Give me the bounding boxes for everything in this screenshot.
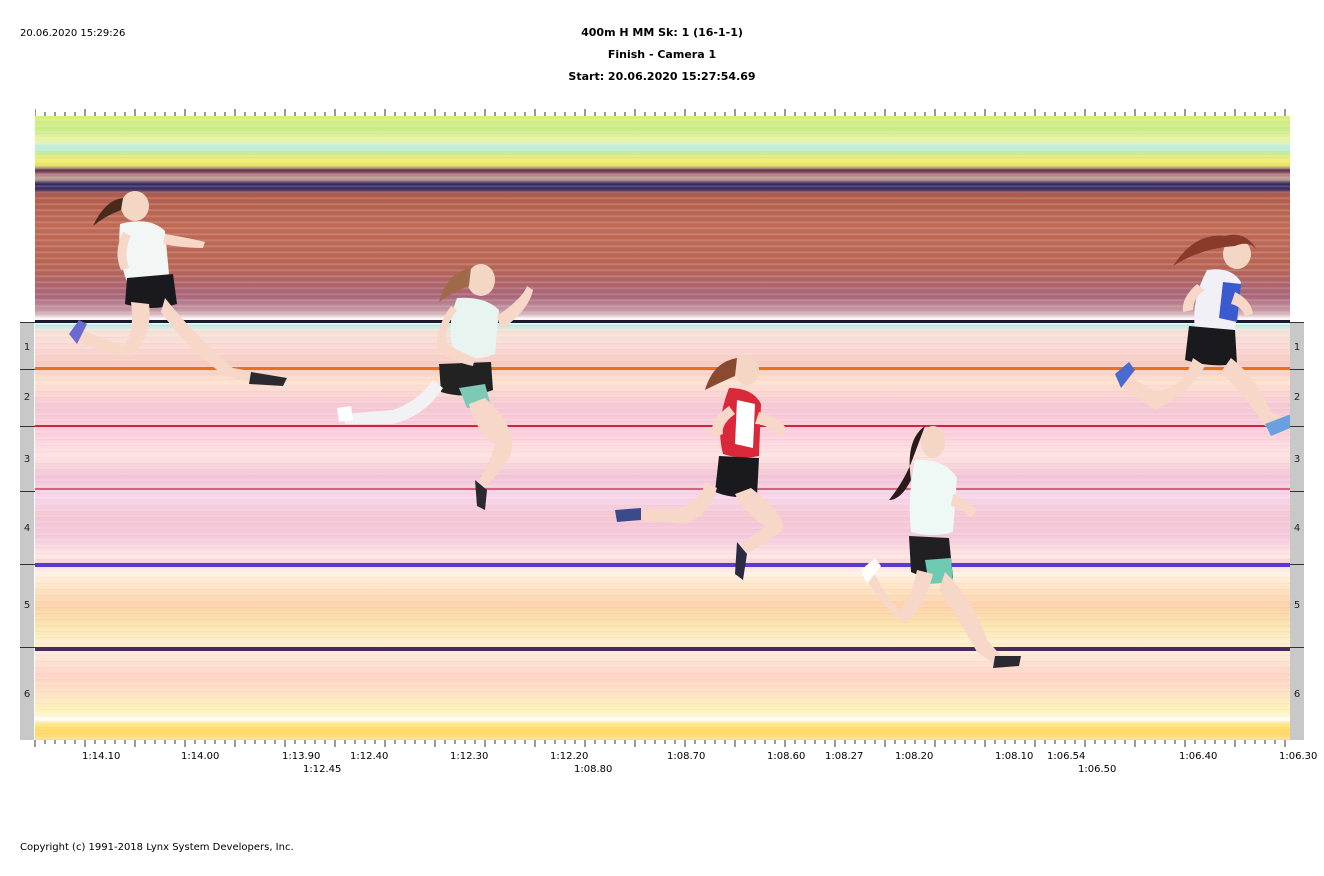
lane-number-right-2: 2 xyxy=(1293,392,1301,403)
lane-divider-1-2-right xyxy=(1290,369,1304,370)
lane-number-right-6: 6 xyxy=(1293,689,1301,700)
lane-line-top xyxy=(35,320,1290,323)
lane-line-4-5 xyxy=(35,563,1290,567)
lane-number-left-6: 6 xyxy=(23,689,31,700)
lane-divider-3-4-right xyxy=(1290,491,1304,492)
lane-divider-5-6-right xyxy=(1290,647,1304,648)
lane-divider-4-5-left xyxy=(20,564,35,565)
lane-divider-2-3-left xyxy=(20,426,35,427)
lane-line-3-4 xyxy=(35,488,1290,490)
photo-finish-image xyxy=(35,116,1290,740)
camera-title: Finish - Camera 1 xyxy=(607,48,717,61)
bottom-time-scale xyxy=(34,740,1286,747)
start-time: Start: 20.06.2020 15:27:54.69 xyxy=(568,70,756,83)
lane-number-right-3: 3 xyxy=(1293,454,1301,465)
copyright-notice: Copyright (c) 1991-2018 Lynx System Deve… xyxy=(20,842,294,853)
lane-number-right-4: 4 xyxy=(1293,523,1301,534)
lane-divider-4-5-right xyxy=(1290,564,1304,565)
lane-line-2-3 xyxy=(35,425,1290,427)
runner-3 xyxy=(615,355,787,580)
lane-number-left-5: 5 xyxy=(23,600,31,611)
lane-number-left-1: 1 xyxy=(23,342,31,353)
runner-5 xyxy=(1115,234,1290,436)
event-title: 400m H MM Sk: 1 (16-1-1) xyxy=(581,26,743,39)
lane-number-right-1: 1 xyxy=(1293,342,1301,353)
runner-4 xyxy=(861,426,1021,668)
top-time-scale xyxy=(35,109,1286,116)
lane-line-1-2 xyxy=(35,367,1290,370)
lane-line-5-6 xyxy=(35,647,1290,651)
capture-timestamp: 20.06.2020 15:29:26 xyxy=(20,28,126,39)
lane-number-left-3: 3 xyxy=(23,454,31,465)
lane-number-left-2: 2 xyxy=(23,392,31,403)
lane-divider-3-4-left xyxy=(20,491,35,492)
lane-number-right-5: 5 xyxy=(1293,600,1301,611)
lane-divider-2-3-right xyxy=(1290,426,1304,427)
runner-1 xyxy=(69,191,287,386)
lane-divider-1-2-left xyxy=(20,369,35,370)
runner-2 xyxy=(337,264,533,510)
lane-number-left-4: 4 xyxy=(23,523,31,534)
lane-divider-5-6-left xyxy=(20,647,35,648)
